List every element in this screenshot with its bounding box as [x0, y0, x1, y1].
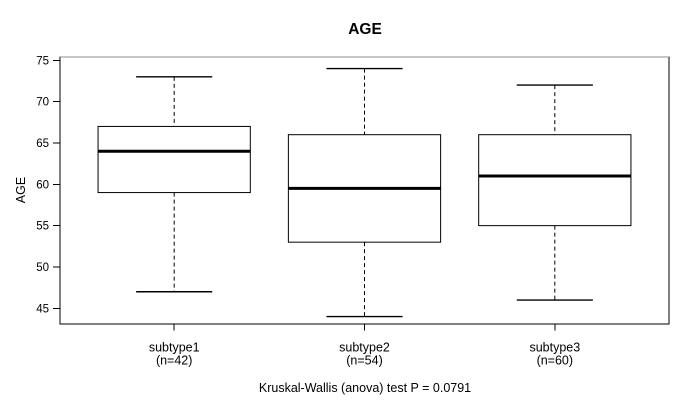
iqr-box: [97, 125, 251, 194]
y-tick-label: 50: [36, 262, 49, 274]
category-sublabel: (n=42): [156, 354, 192, 368]
y-tick-label: 70: [36, 97, 49, 109]
category-label: subtype3: [529, 341, 580, 355]
y-tick-label: 75: [36, 55, 49, 67]
y-tick-label: 60: [36, 179, 49, 191]
iqr-box: [478, 134, 632, 227]
category-label: subtype1: [149, 341, 200, 355]
chart-title: AGE: [348, 21, 382, 38]
y-tick-label: 65: [36, 138, 49, 150]
kruskal-wallis-annotation: Kruskal-Wallis (anova) test P = 0.0791: [258, 381, 472, 395]
category-label: subtype2: [339, 341, 390, 355]
y-tick-label: 45: [36, 303, 49, 315]
category-sublabel: (n=60): [537, 354, 573, 368]
y-tick-label: 55: [36, 221, 49, 233]
category-sublabel: (n=54): [346, 354, 382, 368]
